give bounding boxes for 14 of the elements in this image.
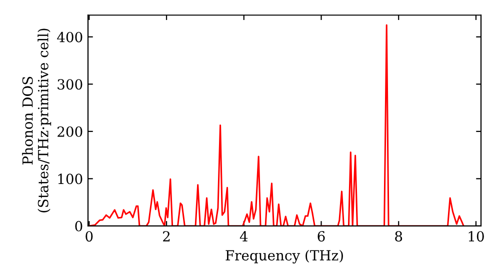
y-tick-label: 0 — [75, 220, 82, 232]
x-tick-label: 6 — [318, 231, 325, 242]
x-tick-label: 8 — [395, 231, 402, 242]
y-axis-title: Phonon DOS (States/THz·primitive cell) — [22, 28, 52, 212]
y-tick-label: 300 — [58, 79, 82, 90]
x-tick-label: 2 — [163, 231, 170, 242]
y-tick-label: 200 — [58, 126, 82, 137]
y-tick-label: 400 — [57, 32, 82, 42]
x-tick-label: 0 — [86, 231, 93, 242]
x-tick-label: 4 — [240, 231, 248, 242]
y-tick-label: 100 — [58, 174, 82, 184]
line-series — [88, 24, 464, 226]
x-tick-label: 10 — [468, 231, 484, 242]
x-axis-title: Frequency (THz) — [226, 250, 343, 264]
